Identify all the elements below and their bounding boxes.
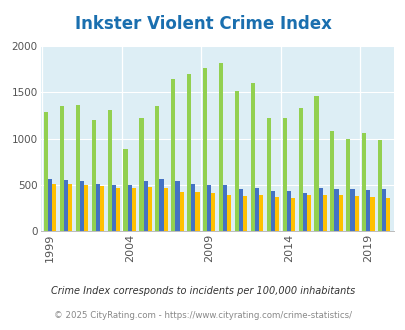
Bar bbox=[270, 191, 274, 231]
Bar bbox=[298, 108, 302, 231]
Bar bbox=[175, 181, 179, 231]
Bar bbox=[171, 80, 175, 231]
Bar bbox=[115, 187, 120, 231]
Bar bbox=[330, 131, 334, 231]
Bar bbox=[227, 194, 231, 231]
Bar bbox=[107, 110, 111, 231]
Bar bbox=[254, 188, 258, 231]
Bar bbox=[132, 188, 136, 231]
Bar bbox=[123, 149, 127, 231]
Bar bbox=[60, 106, 64, 231]
Bar bbox=[369, 197, 374, 231]
Bar bbox=[92, 120, 96, 231]
Bar bbox=[313, 96, 318, 231]
Bar bbox=[345, 139, 350, 231]
Bar bbox=[155, 106, 159, 231]
Bar bbox=[239, 189, 243, 231]
Bar bbox=[350, 189, 354, 231]
Bar bbox=[195, 192, 199, 231]
Bar bbox=[306, 195, 310, 231]
Bar bbox=[234, 90, 239, 231]
Bar bbox=[147, 187, 151, 231]
Bar bbox=[218, 63, 222, 231]
Bar bbox=[48, 179, 52, 231]
Bar bbox=[52, 184, 56, 231]
Bar bbox=[334, 189, 338, 231]
Bar bbox=[365, 190, 369, 231]
Bar bbox=[282, 118, 286, 231]
Bar bbox=[338, 195, 342, 231]
Bar bbox=[207, 185, 211, 231]
Bar bbox=[139, 118, 143, 231]
Text: © 2025 CityRating.com - https://www.cityrating.com/crime-statistics/: © 2025 CityRating.com - https://www.city… bbox=[54, 312, 351, 320]
Bar bbox=[159, 179, 163, 231]
Bar bbox=[191, 184, 195, 231]
Bar bbox=[222, 185, 227, 231]
Bar bbox=[96, 184, 100, 231]
Bar bbox=[179, 192, 183, 231]
Bar bbox=[100, 186, 104, 231]
Bar bbox=[286, 191, 290, 231]
Text: Inkster Violent Crime Index: Inkster Violent Crime Index bbox=[75, 15, 330, 33]
Bar bbox=[354, 196, 358, 231]
Bar bbox=[202, 68, 207, 231]
Bar bbox=[80, 181, 84, 231]
Bar bbox=[76, 105, 80, 231]
Bar bbox=[377, 141, 381, 231]
Bar bbox=[111, 185, 115, 231]
Bar bbox=[386, 198, 390, 231]
Bar bbox=[68, 184, 72, 231]
Bar bbox=[250, 83, 254, 231]
Bar bbox=[322, 194, 326, 231]
Bar bbox=[290, 198, 294, 231]
Bar bbox=[163, 187, 167, 231]
Bar bbox=[318, 187, 322, 231]
Bar bbox=[381, 189, 386, 231]
Bar bbox=[84, 185, 88, 231]
Bar bbox=[302, 193, 306, 231]
Bar bbox=[127, 185, 132, 231]
Bar bbox=[187, 74, 191, 231]
Bar bbox=[143, 181, 147, 231]
Bar bbox=[361, 133, 365, 231]
Bar bbox=[274, 197, 278, 231]
Text: Crime Index corresponds to incidents per 100,000 inhabitants: Crime Index corresponds to incidents per… bbox=[51, 286, 354, 296]
Bar bbox=[64, 180, 68, 231]
Bar bbox=[211, 193, 215, 231]
Bar bbox=[258, 195, 262, 231]
Bar bbox=[243, 196, 247, 231]
Bar bbox=[266, 118, 270, 231]
Bar bbox=[44, 112, 48, 231]
